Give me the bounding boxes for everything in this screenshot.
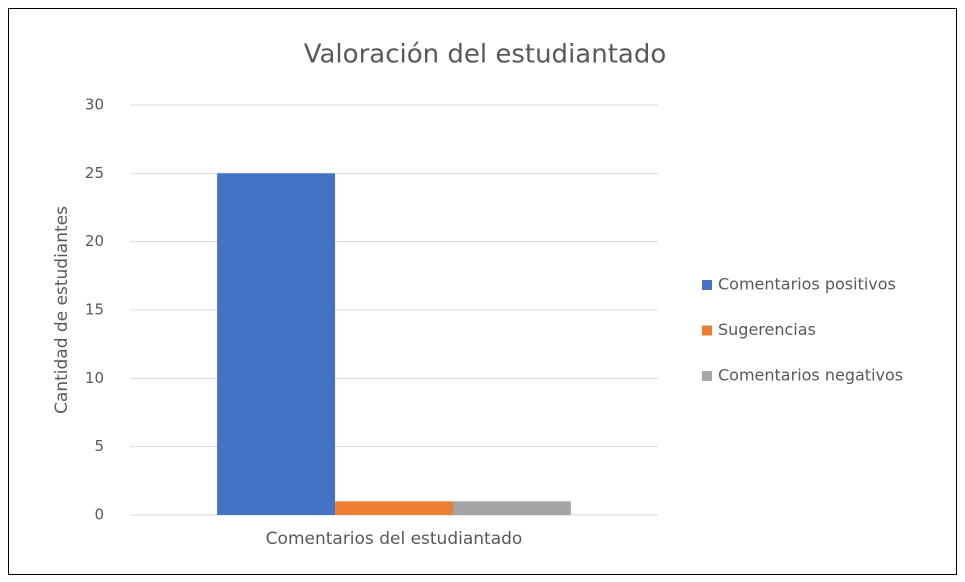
legend-label: Sugerencias — [718, 320, 816, 339]
legend-swatch — [702, 371, 712, 381]
chart-frame — [8, 8, 957, 575]
legend-label: Comentarios positivos — [718, 275, 896, 294]
legend-swatch — [702, 325, 712, 336]
y-tick-label: 20 — [85, 232, 104, 250]
bar — [217, 173, 336, 516]
y-tick-label: 30 — [85, 96, 104, 114]
y-tick-label: 0 — [94, 506, 104, 524]
bar — [452, 501, 571, 515]
legend-label: Comentarios negativos — [718, 366, 903, 385]
y-tick-label: 10 — [85, 369, 104, 387]
y-axis-label: Cantidad de estudiantes — [52, 206, 72, 414]
x-tick-label: Comentarios del estudiantado — [266, 529, 523, 549]
y-tick-label: 25 — [85, 164, 104, 182]
y-tick-label: 15 — [85, 301, 104, 319]
y-tick-label: 5 — [94, 437, 104, 455]
legend-swatch — [702, 280, 712, 290]
bar — [335, 501, 453, 515]
chart-title: Valoración del estudiantado — [304, 40, 667, 70]
